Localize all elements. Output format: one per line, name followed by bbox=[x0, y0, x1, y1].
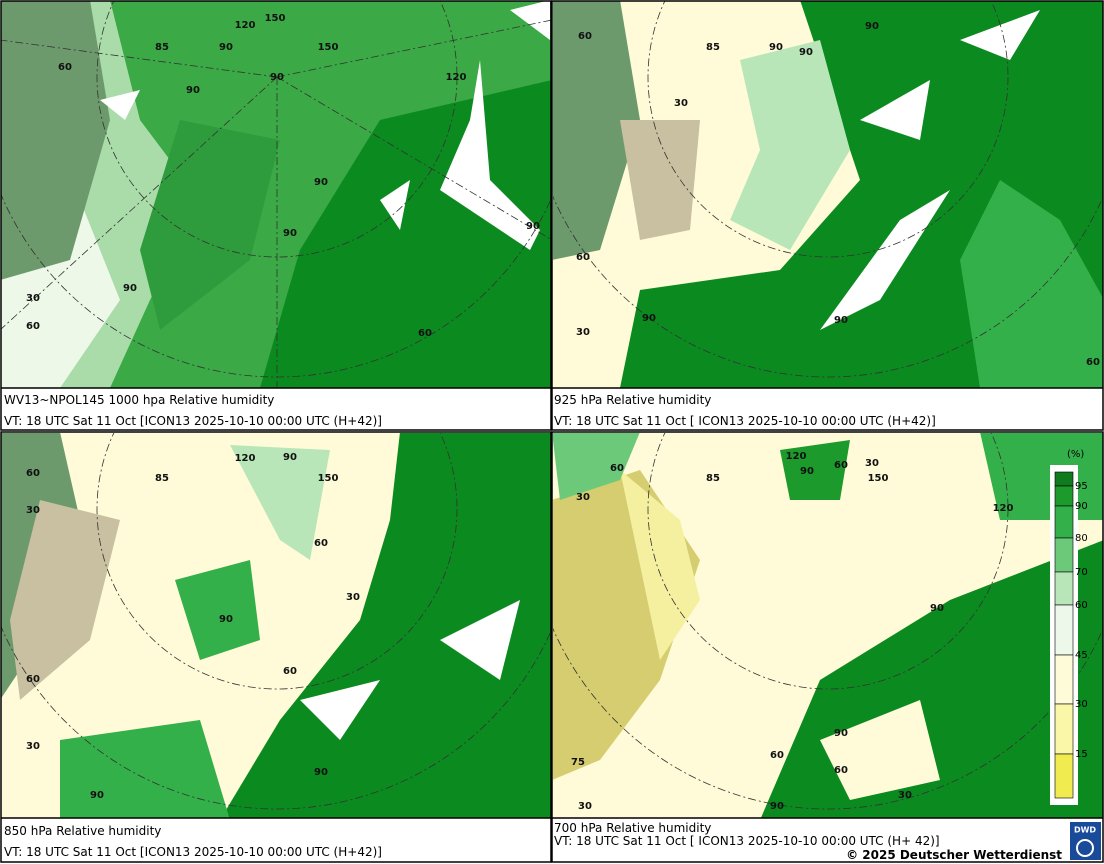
map-label: 90 bbox=[219, 614, 233, 625]
legend: (%) 95 90 80 70 60 45 30 15 bbox=[1054, 449, 1088, 799]
map-label: 60 bbox=[834, 460, 848, 471]
map-label: 60 bbox=[314, 538, 328, 549]
map-label: 150 bbox=[265, 13, 286, 24]
legend-swatch bbox=[1054, 537, 1074, 573]
map-label: 85 bbox=[706, 42, 720, 53]
map-label: 60 bbox=[283, 666, 297, 677]
map-label: 30 bbox=[26, 505, 40, 516]
copyright: © 2025 Deutscher Wetterdienst bbox=[846, 848, 1062, 862]
map-label: 30 bbox=[898, 790, 912, 801]
map-label: 150 bbox=[868, 473, 889, 484]
caption: 700 hPa Relative humidity bbox=[554, 821, 711, 835]
map-label: 120 bbox=[235, 20, 256, 31]
legend-label: 60 bbox=[1075, 600, 1088, 611]
valid-time: VT: 18 UTC Sat 11 Oct [ICON13 2025-10-10… bbox=[4, 414, 382, 428]
map-label: 90 bbox=[930, 603, 944, 614]
map-label: 90 bbox=[283, 452, 297, 463]
map-label: 90 bbox=[90, 790, 104, 801]
legend-label: 95 bbox=[1075, 481, 1088, 492]
map-label: 30 bbox=[576, 492, 590, 503]
map-label: 90 bbox=[834, 728, 848, 739]
logo-text: DWD bbox=[1074, 826, 1096, 835]
valid-time: VT: 18 UTC Sat 11 Oct [ICON13 2025-10-10… bbox=[4, 845, 382, 859]
legend-label: 15 bbox=[1075, 749, 1088, 760]
map-label: 30 bbox=[578, 801, 592, 812]
map-label: 90 bbox=[770, 801, 784, 812]
map-700hpa bbox=[553, 433, 1103, 818]
map-850hpa bbox=[1, 433, 551, 818]
caption: 850 hPa Relative humidity bbox=[4, 824, 161, 838]
map-1000hpa bbox=[1, 1, 551, 388]
map-label: 90 bbox=[270, 72, 284, 83]
legend-label: 45 bbox=[1075, 650, 1088, 661]
map-label: 60 bbox=[576, 252, 590, 263]
map-label: 85 bbox=[155, 42, 169, 53]
legend-swatch bbox=[1054, 654, 1074, 705]
map-925hpa bbox=[553, 1, 1103, 388]
caption: WV13~NPOL145 1000 hpa Relative humidity bbox=[4, 393, 274, 407]
map-label: 30 bbox=[865, 458, 879, 469]
map-label: 90 bbox=[314, 177, 328, 188]
map-label: 85 bbox=[706, 473, 720, 484]
valid-time: VT: 18 UTC Sat 11 Oct [ ICON13 2025-10-1… bbox=[554, 414, 936, 428]
map-label: 150 bbox=[318, 473, 339, 484]
map-label: 90 bbox=[834, 315, 848, 326]
map-label: 90 bbox=[799, 47, 813, 58]
map-label: 60 bbox=[770, 750, 784, 761]
map-label: 90 bbox=[526, 221, 540, 232]
map-label: 60 bbox=[610, 463, 624, 474]
legend-label: 80 bbox=[1075, 533, 1088, 544]
map-label: 120 bbox=[446, 72, 467, 83]
map-label: 60 bbox=[418, 328, 432, 339]
map-label: 90 bbox=[283, 228, 297, 239]
legend-swatch bbox=[1054, 471, 1074, 487]
map-label: 90 bbox=[865, 21, 879, 32]
logo-swirl bbox=[1076, 839, 1094, 857]
valid-time: VT: 18 UTC Sat 11 Oct [ ICON13 2025-10-1… bbox=[554, 834, 940, 848]
map-label: 60 bbox=[26, 321, 40, 332]
map-label: 90 bbox=[769, 42, 783, 53]
map-label: 90 bbox=[123, 283, 137, 294]
map-label: 30 bbox=[26, 741, 40, 752]
legend-swatch bbox=[1054, 571, 1074, 606]
map-label: 30 bbox=[674, 98, 688, 109]
legend-swatch bbox=[1054, 505, 1074, 539]
map-label: 75 bbox=[571, 757, 585, 768]
map-label: 60 bbox=[58, 62, 72, 73]
map-label: 60 bbox=[26, 468, 40, 479]
captions: WV13~NPOL145 1000 hpa Relative humidity … bbox=[4, 393, 1101, 862]
map-label: 90 bbox=[314, 767, 328, 778]
map-label: 90 bbox=[800, 466, 814, 477]
map-label: 60 bbox=[26, 674, 40, 685]
legend-label: 30 bbox=[1075, 699, 1088, 710]
caption: 925 hPa Relative humidity bbox=[554, 393, 711, 407]
legend-label: 90 bbox=[1075, 501, 1088, 512]
map-label: 30 bbox=[26, 293, 40, 304]
map-label: 60 bbox=[1086, 357, 1100, 368]
map-label: 120 bbox=[786, 451, 807, 462]
legend-label: 70 bbox=[1075, 567, 1088, 578]
legend-swatch bbox=[1054, 604, 1074, 656]
map-label: 85 bbox=[155, 473, 169, 484]
legend-swatch bbox=[1054, 485, 1074, 507]
legend-swatch bbox=[1054, 753, 1074, 799]
map-label: 120 bbox=[235, 453, 256, 464]
map-label: 90 bbox=[642, 313, 656, 324]
map-label: 120 bbox=[993, 503, 1014, 514]
map-label: 150 bbox=[318, 42, 339, 53]
map-label: 60 bbox=[834, 765, 848, 776]
map-label: 90 bbox=[186, 85, 200, 96]
map-label: 30 bbox=[346, 592, 360, 603]
map-labels: 60 90 90 90 90 30 60 85 90 120 150 150 120 90 60 90 60 90… bbox=[26, 13, 1100, 812]
map-label: 60 bbox=[578, 31, 592, 42]
legend-swatch bbox=[1054, 703, 1074, 755]
map-label: 30 bbox=[576, 327, 590, 338]
legend-unit: (%) bbox=[1067, 449, 1084, 460]
map-label: 90 bbox=[219, 42, 233, 53]
